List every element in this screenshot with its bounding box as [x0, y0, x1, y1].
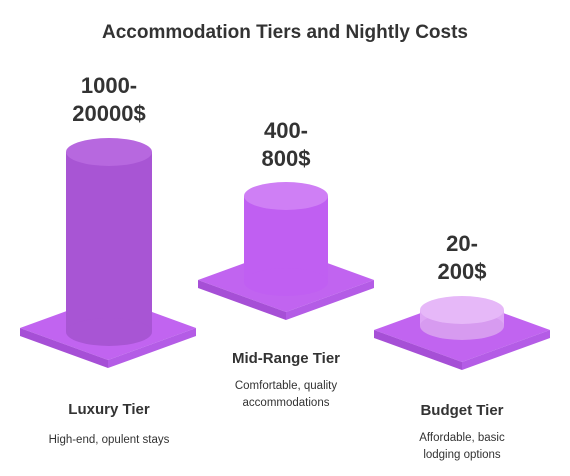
luxury-price: 1000- 20000$ [72, 73, 146, 126]
midrange-tier-label: Mid-Range Tier [231, 350, 341, 367]
luxury-cylinder [66, 138, 152, 346]
diagram-title: Accommodation Tiers and Nightly Costs [102, 22, 468, 43]
midrange-price: 400- 800$ [261, 118, 311, 171]
luxury-tier-description: High-end, opulent stays [48, 434, 170, 446]
budget-cylinder [420, 296, 504, 340]
budget-tier-label: Budget Tier [420, 402, 504, 419]
luxury-tier-label: Luxury Tier [68, 401, 150, 418]
midrange-cylinder [244, 182, 328, 296]
budget-price: 20- 200$ [437, 231, 487, 284]
budget-tier-description: Affordable, basic lodging options [419, 432, 505, 461]
midrange-tier-description: Comfortable, quality accommodations [234, 380, 338, 409]
